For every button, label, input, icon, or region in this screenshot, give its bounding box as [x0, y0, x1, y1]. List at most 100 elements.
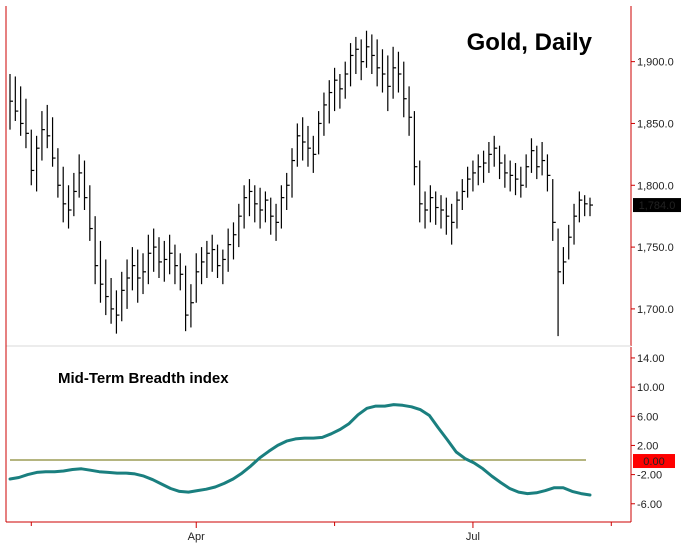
price-bar [514, 163, 519, 196]
price-bar [541, 142, 546, 176]
price-bar [78, 154, 83, 198]
price-bar [137, 249, 141, 303]
price-bar [578, 191, 583, 223]
price-bar [573, 203, 578, 245]
price-bar [163, 240, 168, 282]
price-bar [254, 185, 258, 223]
price-bar [312, 135, 317, 173]
price-bar [302, 117, 306, 161]
price-tick-label: 1,700.0 [637, 304, 674, 316]
price-bar [94, 216, 99, 285]
breadth-y-axis-ticks: -6.00 -2.00 2.00 6.00 10.00 14.00 [631, 353, 665, 511]
price-bar [179, 253, 184, 291]
price-bar [419, 160, 423, 223]
price-bar [243, 185, 248, 229]
price-tick-label: 1,750.0 [637, 242, 674, 254]
breadth-index-title: Mid-Term Breadth index [58, 370, 229, 387]
price-bar [557, 228, 562, 337]
price-bar [397, 51, 402, 93]
price-bar [89, 185, 93, 241]
price-bar [158, 237, 162, 278]
price-bar [51, 117, 56, 167]
price-bar [435, 191, 439, 225]
price-bar [472, 160, 476, 192]
x-axis-ticks: Apr Jul [30, 522, 612, 543]
x-tick-label: Jul [466, 531, 480, 543]
price-bar [488, 142, 492, 173]
price-tick-label: 1,850.0 [637, 118, 674, 130]
price-bar [307, 125, 311, 167]
price-bar [498, 145, 503, 180]
price-bars-group [9, 30, 593, 337]
price-bar [25, 98, 29, 149]
price-bar [525, 154, 530, 188]
price-bar [190, 284, 194, 328]
price-bar [552, 179, 556, 241]
price-bar [169, 234, 173, 275]
price-bar [20, 86, 24, 136]
price-bar [270, 197, 274, 235]
price-bar [153, 228, 157, 272]
price-bar [376, 39, 381, 87]
price-bar [445, 197, 450, 235]
price-bar [440, 195, 445, 229]
breadth-tick-label: -2.00 [637, 470, 662, 482]
price-bar [403, 61, 407, 118]
price-bar [227, 228, 232, 272]
last-value-tag-text: 1,784.0 [639, 200, 676, 212]
price-bar [408, 86, 413, 136]
price-bar [589, 197, 593, 217]
price-bar [36, 135, 40, 192]
price-bar [275, 203, 280, 241]
price-bar [562, 247, 567, 285]
price-bar [349, 43, 354, 87]
price-bar [105, 259, 109, 316]
price-bar [110, 278, 115, 324]
price-bar [174, 244, 178, 285]
price-bar [286, 172, 290, 210]
price-bar [451, 203, 455, 245]
price-bar [360, 39, 365, 81]
price-bar [520, 166, 524, 198]
price-bar [467, 166, 471, 198]
price-bar [392, 46, 397, 99]
price-bar [73, 172, 77, 217]
gold-chart-title: Gold, Daily [467, 29, 593, 56]
price-bar [339, 74, 343, 109]
price-bar [211, 234, 216, 272]
price-bar [323, 92, 327, 136]
breadth-index-line [8, 403, 592, 497]
price-bar [216, 244, 221, 278]
price-bar [248, 179, 253, 217]
price-bar [83, 160, 88, 210]
price-bar [9, 74, 13, 130]
price-bar [57, 148, 61, 198]
price-y-axis-ticks: 1,700.0 1,750.0 1,800.0 1,850.0 1,900.0 [631, 57, 674, 316]
breadth-tick-label: -6.00 [637, 499, 662, 511]
price-bar [67, 185, 72, 229]
price-bar [371, 34, 375, 74]
price-bar [131, 247, 136, 291]
price-bar [62, 166, 67, 223]
price-bar [296, 123, 301, 167]
price-bar [365, 30, 370, 68]
price-bar [318, 111, 322, 155]
price-bar [477, 154, 482, 186]
price-bar [291, 148, 296, 198]
price-bar [232, 222, 237, 260]
price-bar [115, 290, 120, 334]
price-bar [30, 129, 35, 186]
zero-reference-tag-text: 0.00 [643, 456, 664, 468]
price-bar [195, 253, 200, 303]
price-bar [530, 138, 535, 173]
price-bar [504, 154, 508, 188]
price-bar [184, 265, 189, 332]
price-bar [413, 111, 418, 186]
price-bar [456, 191, 460, 229]
price-bar [568, 224, 572, 260]
price-bar [41, 111, 45, 161]
price-bar [142, 253, 147, 295]
price-bar [99, 240, 104, 303]
